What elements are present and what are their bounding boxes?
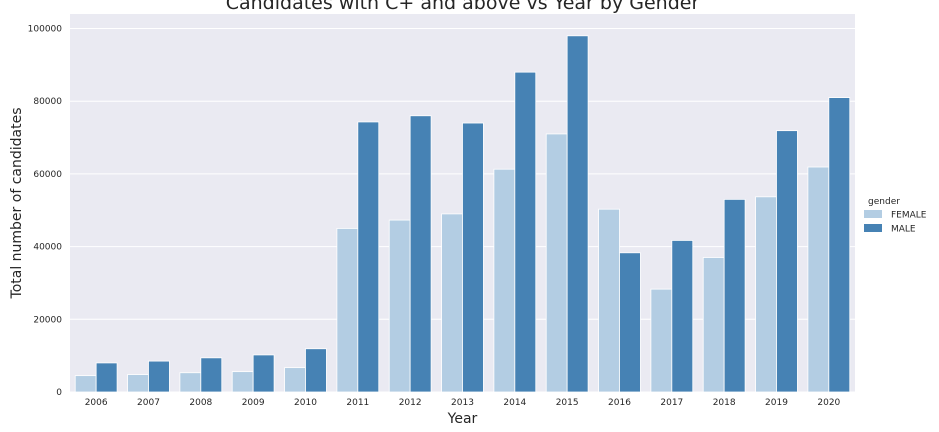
- bar-male-2019: [776, 130, 798, 393]
- bar-male-2013: [462, 122, 484, 393]
- bar-male-2016: [619, 252, 641, 393]
- x-tick-label: 2020: [817, 398, 840, 408]
- legend-label-female: FEMALE: [891, 211, 927, 221]
- bar-male-2018: [723, 198, 746, 393]
- x-tick-label: 2011: [346, 398, 369, 408]
- x-tick-label: 2007: [137, 398, 160, 408]
- x-tick-label: 2014: [503, 398, 526, 408]
- bar-female-2017: [650, 288, 673, 393]
- y-tick-label: 0: [56, 388, 62, 398]
- bar-male-2006: [95, 362, 118, 393]
- y-axis-label: Total number of candidates: [9, 108, 25, 300]
- bar-female-2009: [231, 371, 254, 393]
- x-tick-label: 2013: [451, 398, 474, 408]
- bar-female-2011: [336, 228, 359, 393]
- bar-female-2008: [179, 372, 202, 393]
- bar-male-2007: [148, 360, 170, 393]
- legend-swatch-female: [864, 210, 882, 218]
- x-tick-label: 2019: [765, 398, 788, 408]
- bar-female-2020: [807, 166, 830, 393]
- legend-title: gender: [868, 197, 900, 207]
- bar-male-2015: [566, 35, 589, 393]
- y-tick-label: 80000: [33, 97, 62, 107]
- y-axis-ticks: 0 20000 40000 60000 80000 100000: [28, 25, 63, 398]
- x-tick-label: 2009: [242, 398, 265, 408]
- x-tick-label: 2012: [399, 398, 422, 408]
- legend-swatch-male: [864, 224, 882, 232]
- bar-male-2010: [305, 348, 327, 393]
- x-axis-label: Year: [447, 411, 478, 427]
- x-tick-label: 2008: [189, 398, 212, 408]
- legend-label-male: MALE: [891, 225, 916, 235]
- x-tick-label: 2016: [608, 398, 631, 408]
- bar-male-2017: [671, 240, 694, 393]
- x-tick-label: 2017: [660, 398, 683, 408]
- bar-female-2015: [545, 133, 568, 393]
- x-tick-label: 2010: [294, 398, 317, 408]
- bar-female-2006: [74, 375, 97, 393]
- x-tick-label: 2018: [713, 398, 736, 408]
- chart-title: Candidates with C+ and above vs Year by …: [226, 0, 700, 14]
- bar-female-2012: [388, 219, 411, 393]
- bar-male-2014: [514, 71, 537, 393]
- legend: gender FEMALE MALE: [864, 197, 927, 235]
- x-tick-label: 2015: [556, 398, 579, 408]
- bar-female-2018: [702, 257, 725, 393]
- bars: [74, 35, 851, 393]
- bar-male-2020: [828, 97, 851, 393]
- bar-female-2016: [598, 208, 620, 393]
- y-tick-label: 60000: [33, 170, 62, 180]
- bar-male-2008: [200, 357, 223, 393]
- bar-female-2019: [755, 196, 777, 393]
- bar-female-2007: [127, 374, 149, 393]
- y-tick-label: 100000: [28, 25, 63, 35]
- bar-female-2014: [493, 168, 516, 393]
- bar-male-2012: [409, 115, 432, 393]
- bar-male-2011: [357, 121, 380, 393]
- x-axis-ticks: 2006 2007 2008 2009 2010 2011 2012 2013 2014 2015…: [85, 398, 841, 408]
- y-tick-label: 40000: [33, 243, 62, 253]
- bar-male-2009: [252, 354, 275, 393]
- bar-female-2013: [441, 213, 463, 393]
- bar-female-2010: [284, 367, 306, 393]
- y-tick-label: 20000: [33, 315, 62, 325]
- x-tick-label: 2006: [85, 398, 108, 408]
